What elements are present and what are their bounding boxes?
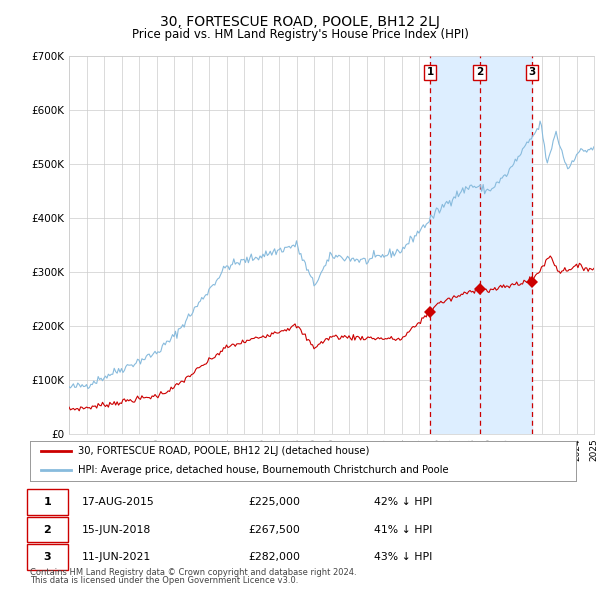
Text: HPI: Average price, detached house, Bournemouth Christchurch and Poole: HPI: Average price, detached house, Bour… bbox=[78, 466, 449, 476]
Text: 42% ↓ HPI: 42% ↓ HPI bbox=[374, 497, 433, 507]
Text: £225,000: £225,000 bbox=[248, 497, 301, 507]
Text: 1: 1 bbox=[427, 67, 434, 77]
Text: 2: 2 bbox=[44, 525, 52, 535]
Text: 11-JUN-2021: 11-JUN-2021 bbox=[82, 552, 151, 562]
Text: 30, FORTESCUE ROAD, POOLE, BH12 2LJ (detached house): 30, FORTESCUE ROAD, POOLE, BH12 2LJ (det… bbox=[78, 446, 370, 456]
Text: 17-AUG-2015: 17-AUG-2015 bbox=[82, 497, 155, 507]
Text: 3: 3 bbox=[44, 552, 51, 562]
Text: 43% ↓ HPI: 43% ↓ HPI bbox=[374, 552, 433, 562]
FancyBboxPatch shape bbox=[27, 489, 68, 515]
Text: 30, FORTESCUE ROAD, POOLE, BH12 2LJ: 30, FORTESCUE ROAD, POOLE, BH12 2LJ bbox=[160, 15, 440, 29]
Text: £267,500: £267,500 bbox=[248, 525, 300, 535]
FancyBboxPatch shape bbox=[27, 517, 68, 542]
Text: 2: 2 bbox=[476, 67, 483, 77]
Text: 1: 1 bbox=[44, 497, 52, 507]
Text: Contains HM Land Registry data © Crown copyright and database right 2024.: Contains HM Land Registry data © Crown c… bbox=[30, 568, 356, 577]
Text: This data is licensed under the Open Government Licence v3.0.: This data is licensed under the Open Gov… bbox=[30, 576, 298, 585]
Text: 15-JUN-2018: 15-JUN-2018 bbox=[82, 525, 151, 535]
Text: 3: 3 bbox=[528, 67, 535, 77]
Text: 41% ↓ HPI: 41% ↓ HPI bbox=[374, 525, 433, 535]
FancyBboxPatch shape bbox=[27, 544, 68, 570]
Text: Price paid vs. HM Land Registry's House Price Index (HPI): Price paid vs. HM Land Registry's House … bbox=[131, 28, 469, 41]
Bar bbox=[430, 56, 532, 434]
Text: £282,000: £282,000 bbox=[248, 552, 301, 562]
